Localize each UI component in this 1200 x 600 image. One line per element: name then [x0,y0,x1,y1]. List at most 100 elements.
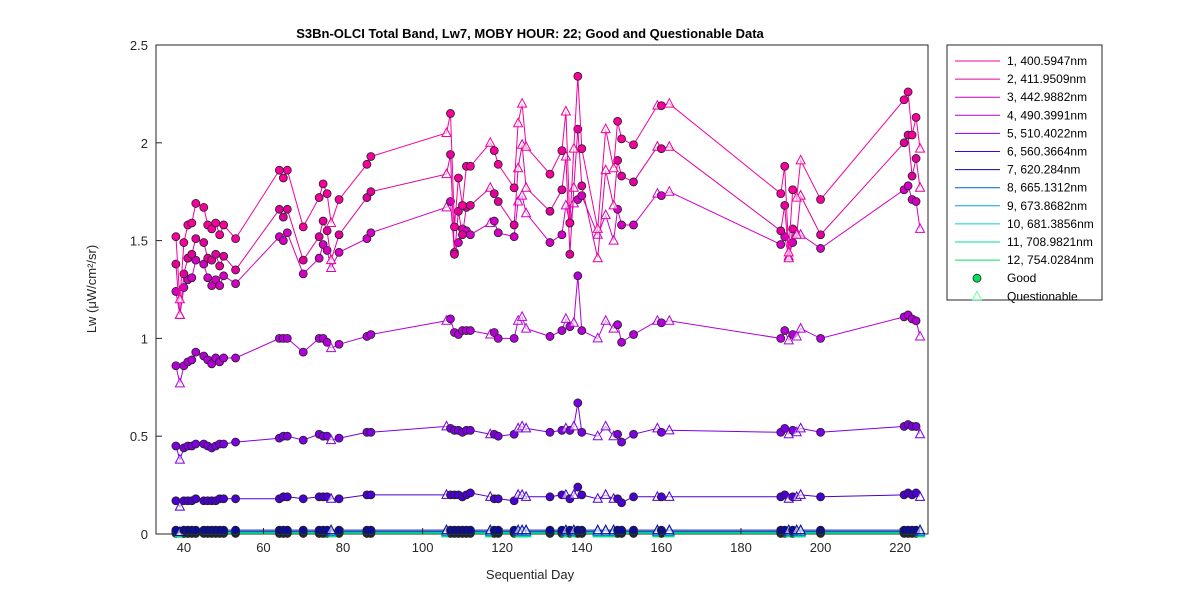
good-point [191,199,201,208]
good-point [493,197,503,206]
questionable-point [914,142,926,153]
legend-entry: 8, 665.1312nm [955,181,1087,195]
good-point [191,439,201,449]
good-point [816,195,825,204]
legend-label: Questionable [1007,289,1078,303]
questionable-point [791,191,803,202]
y-tick-label: 1 [141,331,148,346]
good-point [366,187,376,197]
good-point [454,173,463,183]
good-point [557,146,567,156]
legend-label: 10, 681.3856nm [1007,217,1094,231]
good-point [191,494,201,504]
good-point [565,218,575,228]
legend-label: 4, 490.3991nm [1007,108,1087,122]
series-layer [171,71,926,538]
questionable-point [568,420,580,431]
good-point [617,498,626,508]
good-point [191,347,201,357]
good-point [171,232,181,242]
good-point [450,249,459,259]
questionable-point [174,500,186,511]
legend-label: 1, 400.5947nm [1007,54,1087,68]
good-point [298,525,308,535]
questionable-point [791,228,803,239]
good-point [573,482,583,492]
good-point [211,249,221,259]
x-tick-label: 220 [889,540,911,555]
good-point [509,232,519,242]
good-point [211,218,221,228]
questionable-point [516,310,528,321]
good-point [274,204,284,214]
y-tick-label: 0.5 [130,429,148,444]
good-point [366,490,376,500]
legend-entry: 1, 400.5947nm [955,54,1087,68]
series-2 [171,124,926,319]
good-point [816,333,825,343]
legend-entry: 11, 708.9821nm [955,235,1093,249]
good-point [489,189,499,199]
legend-entry: 6, 560.3664nm [955,145,1087,159]
legend-entry-questionable: Questionable [971,289,1078,303]
x-axis-label: Sequential Day [486,567,575,582]
good-point [557,230,567,240]
good-point [458,230,467,240]
good-point [629,525,638,535]
questionable-point [608,162,619,173]
good-point [816,492,825,502]
good-point [489,146,499,156]
good-point [187,273,197,283]
good-point [617,220,626,230]
questionable-point [783,252,795,263]
good-point [573,124,583,134]
good-point [282,165,292,175]
good-point [318,179,328,189]
good-point [278,173,288,183]
series-5 [171,398,926,464]
questionable-point [600,164,612,175]
x-tick-label: 40 [177,540,191,555]
good-point [187,355,197,365]
good-point [322,189,332,199]
good-point [334,247,344,257]
legend-label: 2, 411.9509nm [1007,72,1086,86]
good-point [446,314,455,324]
good-point [187,249,197,259]
questionable-point [664,140,675,151]
questionable-point [795,154,806,165]
questionable-point [600,524,612,535]
questionable-point [516,97,528,108]
good-point [577,326,587,335]
questionable-point [325,342,337,353]
legend-questionable-marker [971,290,983,301]
x-tick-label: 140 [571,540,593,555]
questionable-point [608,199,619,210]
questionable-point [664,424,675,435]
good-point [493,431,503,441]
questionable-point [325,524,337,535]
good-point [911,112,921,122]
questionable-point [795,488,806,499]
legend: 1, 400.5947nm 2, 411.9509nm 3, 442.9882nm 4… [955,54,1094,303]
legend-label: 8, 665.1312nm [1007,181,1087,195]
legend-label: 3, 442.9882nm [1007,90,1087,104]
good-point [191,234,201,244]
good-point [298,494,308,504]
good-point [788,185,798,195]
series-1 [171,71,926,304]
questionable-point [600,209,612,220]
good-point [629,140,638,150]
good-point [191,525,201,535]
questionable-point [512,162,524,173]
good-point [366,330,376,339]
good-point [545,169,555,179]
good-point [545,238,555,247]
good-point [465,488,475,498]
good-point [911,422,921,431]
good-point [171,259,181,269]
legend-label: 6, 560.3664nm [1007,145,1087,159]
good-point [613,429,623,439]
good-point [629,330,638,339]
good-point [656,427,666,437]
